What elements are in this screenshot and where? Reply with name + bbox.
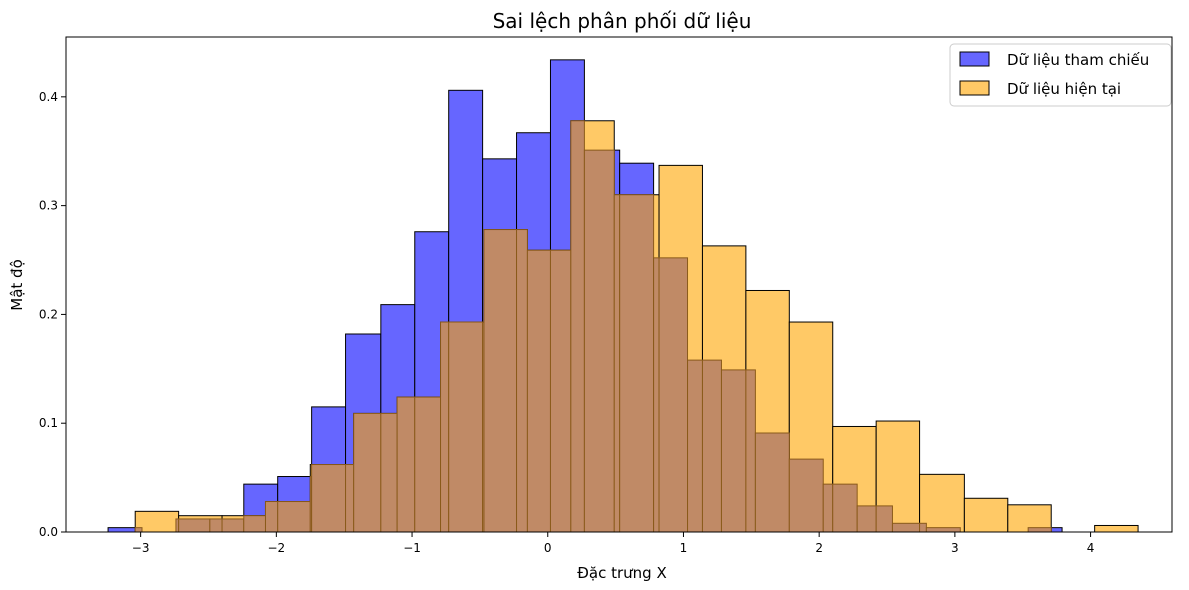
overlap-bars xyxy=(134,120,1052,533)
overlap-bar-30 xyxy=(720,369,747,533)
overlap-bar-16 xyxy=(448,321,484,533)
overlap-bar-11 xyxy=(353,412,382,533)
x-tick-label: 0 xyxy=(544,541,552,555)
overlap-bar-36 xyxy=(856,505,877,533)
legend-label-reference: Dữ liệu tham chiếu xyxy=(1007,51,1149,69)
y-tick-label: 0.2 xyxy=(39,307,58,321)
legend-label-current: Dữ liệu hiện tại xyxy=(1007,80,1121,98)
overlap-bar-33 xyxy=(788,458,824,533)
current-bar-21 xyxy=(1094,524,1139,533)
plot-frame xyxy=(65,36,1173,533)
current-bar-19 xyxy=(963,497,1009,533)
overlap-bar-32 xyxy=(754,432,790,533)
overlap-bar-10 xyxy=(345,464,355,533)
legend-swatch-reference xyxy=(959,51,990,67)
overlap-bar-13 xyxy=(396,396,416,533)
x-tick-label: −1 xyxy=(403,541,421,555)
overlap-bar-27 xyxy=(658,257,689,533)
overlap-bar-40 xyxy=(925,527,961,533)
overlap-bar-26 xyxy=(653,257,660,533)
current-bar-18 xyxy=(919,473,965,533)
overlap-bar-35 xyxy=(832,483,858,533)
overlap-bar-20 xyxy=(526,249,551,533)
y-tick-label: 0.1 xyxy=(39,416,58,430)
overlap-bar-25 xyxy=(619,194,655,533)
overlap-bar-23 xyxy=(583,149,615,533)
overlap-bar-18 xyxy=(483,229,518,533)
x-tick-label: 3 xyxy=(951,541,959,555)
overlap-bar-0 xyxy=(134,527,143,533)
overlap-bar-37 xyxy=(875,505,893,533)
overlap-bar-15 xyxy=(440,321,450,533)
overlap-bar-29 xyxy=(701,359,722,533)
overlap-bar-19 xyxy=(516,229,528,533)
overlap-bar-21 xyxy=(549,249,572,533)
x-tick-label: 1 xyxy=(680,541,688,555)
y-tick-label: 0.0 xyxy=(39,525,58,539)
x-tick-label: 4 xyxy=(1087,541,1095,555)
overlap-bar-7 xyxy=(277,501,311,533)
overlap-bar-5 xyxy=(243,515,266,533)
overlap-bar-14 xyxy=(414,396,442,533)
overlap-bar-38 xyxy=(891,522,921,533)
overlap-bar-6 xyxy=(264,501,279,533)
y-tick-label: 0.4 xyxy=(39,90,58,104)
overlap-bar-31 xyxy=(745,369,756,533)
x-axis-label: Đặc trưng X xyxy=(577,564,666,582)
x-tick-label: 2 xyxy=(815,541,823,555)
y-axis-label: Mật độ xyxy=(8,259,26,310)
overlap-bar-34 xyxy=(822,483,834,533)
overlap-bar-12 xyxy=(380,412,398,533)
overlap-bar-4 xyxy=(221,518,245,533)
chart-title: Sai lệch phân phối dữ liệu xyxy=(493,9,752,33)
x-axis-ticks: −3 −2 −1 0 1 2 3 4 xyxy=(132,532,1095,555)
legend-frame xyxy=(949,43,1172,107)
overlap-bar-28 xyxy=(687,359,703,533)
y-tick-label: 0.3 xyxy=(39,199,58,213)
overlap-bar-3 xyxy=(209,518,223,533)
overlap-bar-9 xyxy=(311,464,347,533)
x-tick-label: −2 xyxy=(267,541,285,555)
overlap-bar-24 xyxy=(613,194,621,533)
x-tick-label: −3 xyxy=(132,541,150,555)
legend-swatch-current xyxy=(959,80,990,96)
y-axis-ticks: 0.0 0.1 0.2 0.3 0.4 xyxy=(39,90,66,539)
overlap-bar-2 xyxy=(178,518,211,533)
overlap-bar-41 xyxy=(1027,527,1052,533)
overlap-bar-39 xyxy=(919,522,927,533)
overlap-bar-22 xyxy=(570,120,585,533)
legend: Dữ liệu tham chiếu Dữ liệu hiện tại xyxy=(949,43,1172,107)
